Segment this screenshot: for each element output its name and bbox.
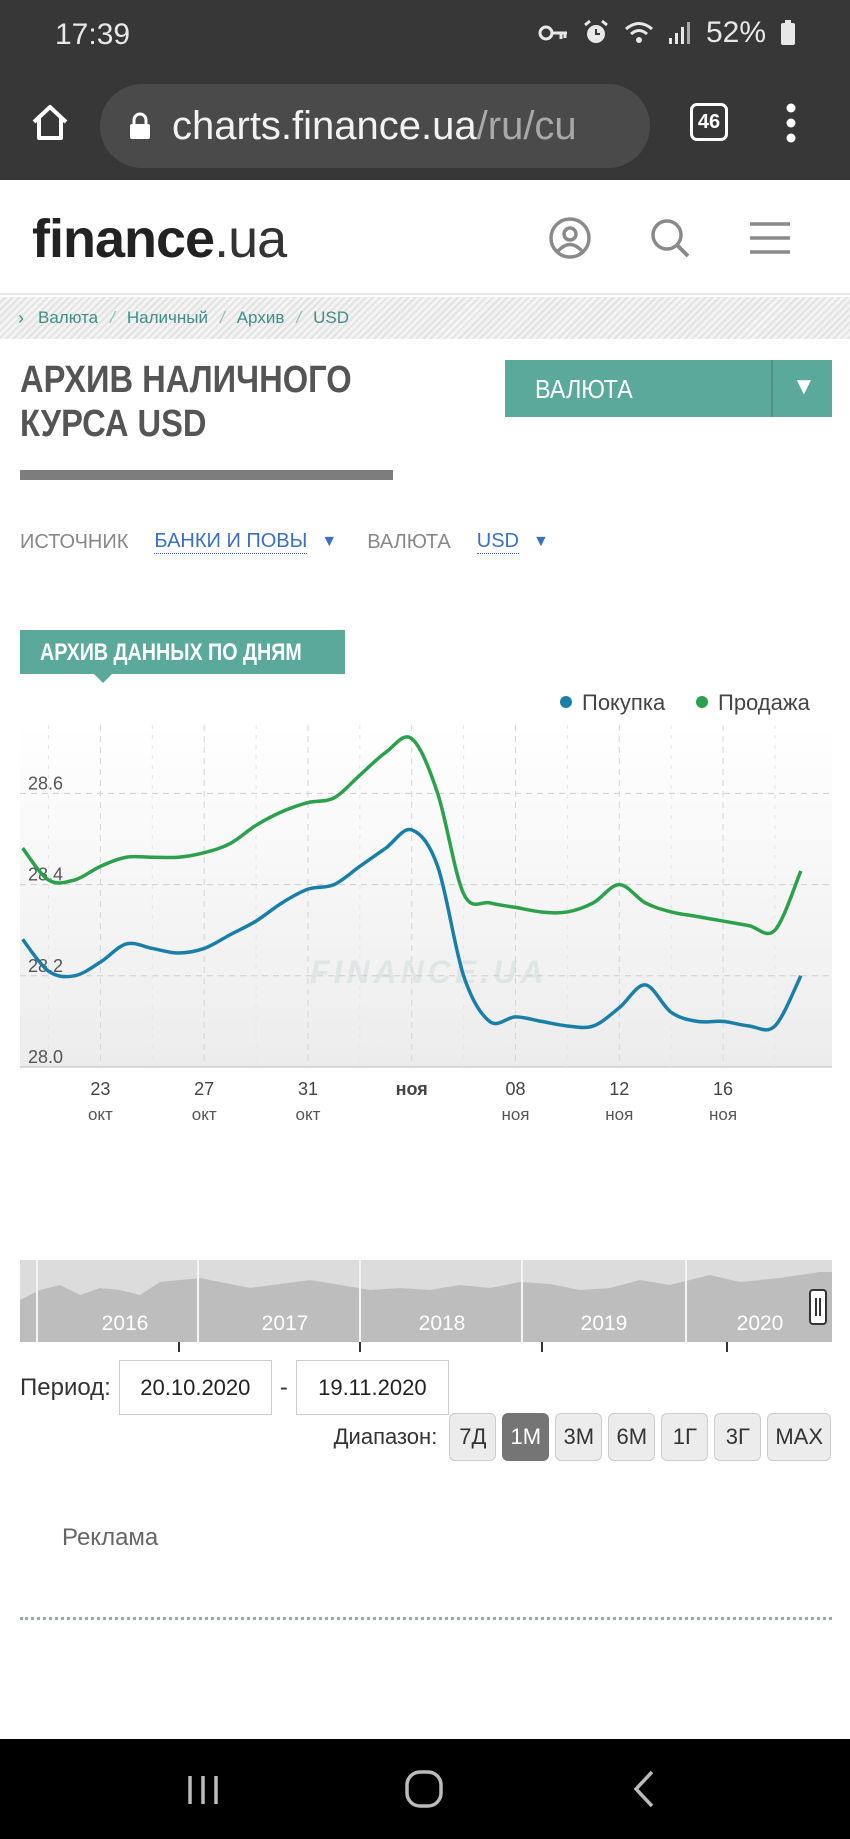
y-tick-label: 28.6 [28, 773, 63, 793]
rate-chart[interactable]: FINANCE.UA 28.028.228.428.6 23окт27окт31… [0, 680, 850, 1250]
x-tick-label: 23 [90, 1079, 110, 1099]
x-tick-label: 27 [194, 1079, 214, 1099]
alarm-icon [582, 19, 610, 47]
ad-divider [20, 1617, 832, 1620]
battery-icon [780, 20, 796, 46]
breadcrumb-item-usd[interactable]: USD [313, 308, 349, 327]
vpn-key-icon [538, 23, 568, 43]
search-icon[interactable] [648, 216, 692, 265]
x-tick-month: окт [88, 1105, 113, 1124]
navigator-ticks [178, 1342, 728, 1352]
navigator-year-label: 2017 [262, 1312, 309, 1335]
status-time: 17:39 [55, 18, 131, 51]
period-from-input[interactable]: 20.10.2020 [118, 1360, 272, 1415]
section-title: АРХИВ ДАННЫХ ПО ДНЯМ [20, 630, 345, 683]
navigator-year-label: 2020 [737, 1312, 784, 1335]
x-tick-label: 16 [713, 1079, 733, 1099]
browser-menu-button[interactable] [784, 103, 798, 148]
navigator-handle-icon[interactable] [809, 1289, 827, 1325]
breadcrumb: › Валюта / Наличный / Архив / USD [0, 297, 850, 339]
site-header: finance.ua [0, 180, 850, 295]
legend-buy-marker [560, 696, 572, 708]
browser-toolbar: charts.finance.ua/ru/cu 46 [0, 70, 850, 180]
period-to-input[interactable]: 19.11.2020 [295, 1360, 449, 1415]
y-tick-label: 28.0 [28, 1047, 63, 1067]
hamburger-menu-icon[interactable] [748, 216, 792, 265]
x-tick-label: 08 [505, 1079, 525, 1099]
navigator-year-label: 2019 [581, 1312, 628, 1335]
filter-bar: ИСТОЧНИК БАНКИ И ПОВЫ ▼ ВАЛЮТА USD ▼ [20, 530, 549, 554]
recent-apps-icon[interactable] [186, 1773, 220, 1812]
breadcrumb-item-currency[interactable]: Валюта [38, 308, 99, 327]
breadcrumb-item-archive[interactable]: Архив [236, 308, 285, 327]
source-dropdown-icon[interactable]: ▼ [321, 533, 338, 550]
currency-dropdown-icon[interactable]: ▼ [533, 533, 549, 550]
chart-watermark: FINANCE.UA [310, 954, 547, 990]
back-nav-icon[interactable] [632, 1769, 656, 1814]
source-label: ИСТОЧНИК [20, 530, 129, 553]
x-tick-label: 12 [609, 1079, 629, 1099]
range-1m-button[interactable]: 1М [502, 1413, 550, 1461]
home-nav-icon[interactable] [404, 1769, 444, 1814]
x-tick-month: ноя [709, 1105, 737, 1124]
series-line-sell[interactable] [21, 735, 803, 936]
page-title: АРХИВ НАЛИЧНОГО КУРСА USD [20, 359, 352, 445]
user-account-icon[interactable] [548, 216, 592, 265]
url-text: charts.finance.ua/ru/cu [172, 104, 577, 148]
time-navigator[interactable]: 2016 2017 2018 2019 2020 [20, 1260, 832, 1342]
home-button[interactable] [28, 100, 72, 144]
x-tick-month: окт [192, 1105, 217, 1124]
legend-sell-marker [696, 696, 708, 708]
range-6m-button[interactable]: 6М [608, 1413, 656, 1461]
breadcrumb-item-cash[interactable]: Наличный [126, 308, 208, 327]
more-vertical-icon [786, 103, 796, 143]
currency-label: ВАЛЮТА [367, 530, 451, 553]
range-3y-button[interactable]: 3Г [714, 1413, 762, 1461]
x-tick-month: окт [296, 1105, 321, 1124]
range-1y-button[interactable]: 1Г [661, 1413, 709, 1461]
site-logo[interactable]: finance.ua [32, 209, 287, 269]
series-line-buy[interactable] [21, 827, 803, 1032]
range-label: Диапазон: [333, 1424, 438, 1449]
navigator-year-label: 2016 [102, 1312, 149, 1335]
plot-area [20, 725, 832, 1067]
signal-icon [668, 21, 692, 45]
source-select[interactable]: БАНКИ И ПОВЫ [154, 530, 308, 554]
battery-percent: 52% [705, 16, 766, 49]
y-tick-label: 28.2 [28, 956, 63, 976]
ad-label: Реклама [62, 1524, 159, 1551]
currency-select[interactable]: USD [476, 530, 519, 554]
navigator-year-label: 2018 [419, 1312, 466, 1335]
chevron-right-icon: › [18, 307, 24, 328]
wifi-icon [624, 20, 654, 46]
period-label: Период: [20, 1373, 111, 1401]
x-tick-month: ноя [501, 1105, 529, 1124]
dropdown-arrow-icon: ▼ [792, 373, 816, 400]
x-tick-label: ноя [396, 1079, 428, 1099]
home-icon [32, 105, 68, 140]
range-3m-button[interactable]: 3М [555, 1413, 603, 1461]
period-selector: Период: 20.10.2020 - 19.11.2020 [20, 1360, 449, 1415]
lock-icon [128, 112, 152, 145]
range-max-button[interactable]: MAX [767, 1413, 831, 1461]
tab-switcher-button[interactable]: 46 [690, 103, 728, 141]
address-bar[interactable]: charts.finance.ua/ru/cu [100, 84, 650, 168]
range-selector: Диапазон: 7Д 1М 3М 6М 1Г 3Г MAX [334, 1413, 831, 1461]
navigator-area [20, 1272, 832, 1342]
legend-buy-label[interactable]: Покупка [582, 690, 666, 715]
currency-dropdown-button[interactable]: ВАЛЮТА ▼ [505, 360, 832, 417]
title-underline [20, 470, 393, 480]
x-tick-month: ноя [605, 1105, 633, 1124]
x-tick-label: 31 [298, 1079, 318, 1099]
system-nav-bar [0, 1739, 850, 1839]
legend-sell-label[interactable]: Продажа [718, 690, 811, 715]
range-7d-button[interactable]: 7Д [449, 1413, 497, 1461]
status-bar: 17:39 52% [0, 0, 850, 70]
period-separator: - [279, 1373, 288, 1401]
